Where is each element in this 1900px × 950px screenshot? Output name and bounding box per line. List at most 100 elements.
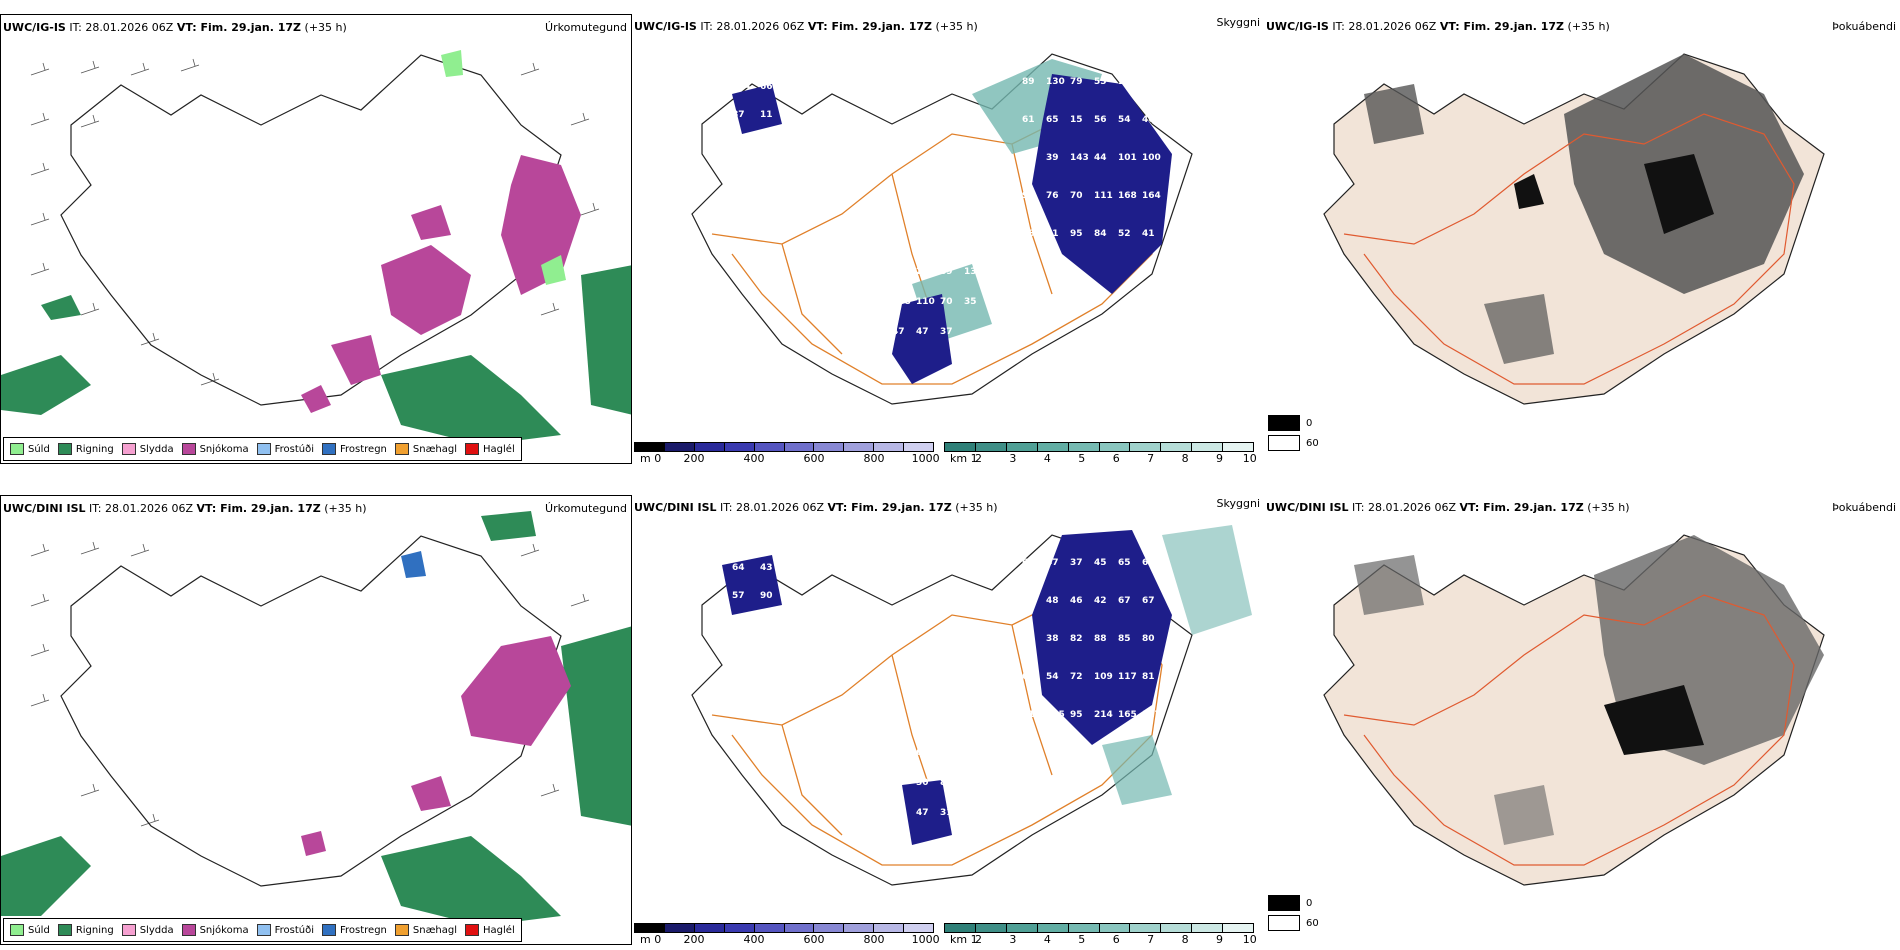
legend-item: Slydda: [121, 924, 174, 936]
visibility-map: 64 43 57 90 66 47 37 45 65 65 66 48 46 42 67 67 46 38 82 88…: [691, 525, 1252, 886]
colorbar-swatch: [1099, 924, 1131, 932]
colorbar-tick: 600: [803, 933, 825, 945]
visibility-value-label: 41: [1142, 229, 1155, 239]
legend-item: Rigning: [57, 443, 114, 455]
visibility-labels: 144 66 87 11 89 130 79 55 94 90 61 65 15 56 54 46 38 39 14…: [732, 77, 1161, 337]
colorbar-swatch: [874, 924, 905, 932]
visibility-value-label: 45: [1094, 558, 1107, 568]
visibility-value-label: 72: [1070, 672, 1083, 682]
panel-title: Þokuábendi: [1832, 501, 1896, 514]
visibility-value-label: 70: [1070, 191, 1083, 201]
rain-areas: [1, 511, 631, 926]
colorbar-swatch: [874, 443, 905, 451]
colorbar-swatch: [1068, 443, 1100, 451]
colorbar-tick: 400: [743, 933, 765, 945]
legend-item: Súld: [10, 924, 50, 936]
visibility-value-label: 109: [1094, 672, 1113, 682]
colorbar-tick: 5: [1078, 452, 1086, 464]
fog-legend-item: 0: [1268, 413, 1319, 433]
colorbar-swatch: [975, 924, 1007, 932]
visibility-value-label: 84: [1094, 229, 1107, 239]
legend-item: Haglél: [465, 443, 515, 455]
colorbar-swatch: [1130, 924, 1162, 932]
visibility-value-label: 508: [892, 297, 911, 307]
precip-map: [1, 511, 631, 926]
visibility-value-label: 37: [940, 327, 953, 337]
colorbar-swatch: [694, 443, 725, 451]
colorbar-swatch: [784, 924, 815, 932]
visibility-value-label: 85: [1118, 634, 1131, 644]
visibility-value-label: 64: [732, 563, 745, 573]
snow-areas: [301, 636, 571, 856]
visibility-value-label: 46: [1142, 115, 1155, 125]
visibility-value-label: 94: [1118, 77, 1131, 87]
legend-item: Súld: [10, 443, 50, 455]
legend-item: Snjókoma: [181, 924, 249, 936]
colorbar-swatch: [1006, 924, 1038, 932]
legend-item: Slydda: [121, 443, 174, 455]
colorbar-tick: 8: [1181, 452, 1189, 464]
legend-item: Rigning: [57, 924, 114, 936]
visibility-value-label: 105: [892, 748, 911, 758]
visibility-value-label: 65: [1142, 558, 1155, 568]
colorbar-tick: 8: [1181, 933, 1189, 945]
colorbar-swatch: [844, 443, 875, 451]
visibility-value-label: 85: [940, 778, 953, 788]
colorbar-tick: 2: [974, 452, 982, 464]
colorbar-swatch: [635, 443, 665, 451]
panel-header: UWC/DINI ISL IT: 28.01.2026 06Z VT: Fim.…: [1266, 501, 1630, 514]
low-cloud-areas: [722, 530, 1172, 845]
legend-item: Frostúði: [256, 443, 314, 455]
panel-title: Skyggni: [1216, 497, 1260, 510]
visibility-value-label: 165: [1118, 710, 1137, 720]
visibility-value-label: 76: [1046, 191, 1059, 201]
visibility-value-label: 47: [892, 327, 905, 337]
colorbar-swatch: [1037, 924, 1069, 932]
legend-item: Haglél: [465, 924, 515, 936]
colorbar-tick: 4: [1043, 452, 1051, 464]
visibility-value-label: 110: [916, 297, 935, 307]
legend-item: Snæhagl: [394, 924, 457, 936]
visibility-value-label: 69: [940, 267, 953, 277]
visibility-value-label: 38: [1022, 153, 1035, 163]
visibility-value-label: 46: [1022, 634, 1035, 644]
panel-header: UWC/IG-IS IT: 28.01.2026 06Z VT: Fim. 29…: [1266, 20, 1610, 33]
road-network: [1343, 594, 1795, 866]
colorbar-tick: 400: [743, 452, 765, 464]
visibility-value-label: 117: [1118, 672, 1137, 682]
colorbar-tick: 10: [1242, 452, 1257, 464]
colorbar-swatch: [694, 924, 725, 932]
visibility-value-label: 130: [1046, 77, 1065, 87]
precip-type-panel-row1: UWC/IG-IS IT: 28.01.2026 06Z VT: Fim. 29…: [0, 14, 632, 464]
colorbar-swatch: [1223, 443, 1254, 451]
visibility-value-label: 62: [916, 748, 929, 758]
colorbar-swatch: [975, 443, 1007, 451]
visibility-value-label: 35: [964, 297, 977, 307]
panel-header: UWC/DINI ISL IT: 28.01.2026 06Z VT: Fim.…: [634, 501, 998, 514]
colorbar-swatch: [814, 924, 845, 932]
colorbar-tick: 7: [1147, 933, 1155, 945]
colorbar-tick: 4: [1043, 933, 1051, 945]
colorbar-tick: km 1: [950, 933, 978, 945]
visibility-value-label: 61: [1022, 115, 1035, 125]
visibility-value-label: 54: [1118, 115, 1131, 125]
visibility-value-label: 47: [916, 808, 929, 818]
precip-legend: Súld Rigning Slydda Snjókoma Frostúði Fr…: [3, 437, 522, 461]
colorbar-swatch: [904, 924, 934, 932]
visibility-value-label: 47: [916, 327, 929, 337]
visibility-value-label: 101: [1118, 153, 1137, 163]
visibility-value-label: 164: [1142, 191, 1161, 201]
colorbar-tick: 6: [1112, 933, 1120, 945]
panel-title: Þokuábendi: [1832, 20, 1896, 33]
colorbar-swatch: [1161, 924, 1193, 932]
visibility-panel-row2: UWC/DINI ISL IT: 28.01.2026 06Z VT: Fim.…: [632, 495, 1264, 945]
visibility-colorbar: km 1 2 3 4 5 6 7 8 9 10: [944, 923, 1257, 945]
colorbar-tick: 200: [683, 933, 705, 945]
legend-item: Frostregn: [322, 443, 387, 455]
colorbar-tick: 9: [1216, 933, 1224, 945]
visibility-value-label: 143: [1070, 153, 1089, 163]
fog-legend-item: 60: [1268, 433, 1319, 453]
panel-title: Skyggni: [1216, 16, 1260, 29]
dense-fog-areas: [1604, 685, 1704, 755]
visibility-value-label: 79: [1070, 77, 1083, 87]
